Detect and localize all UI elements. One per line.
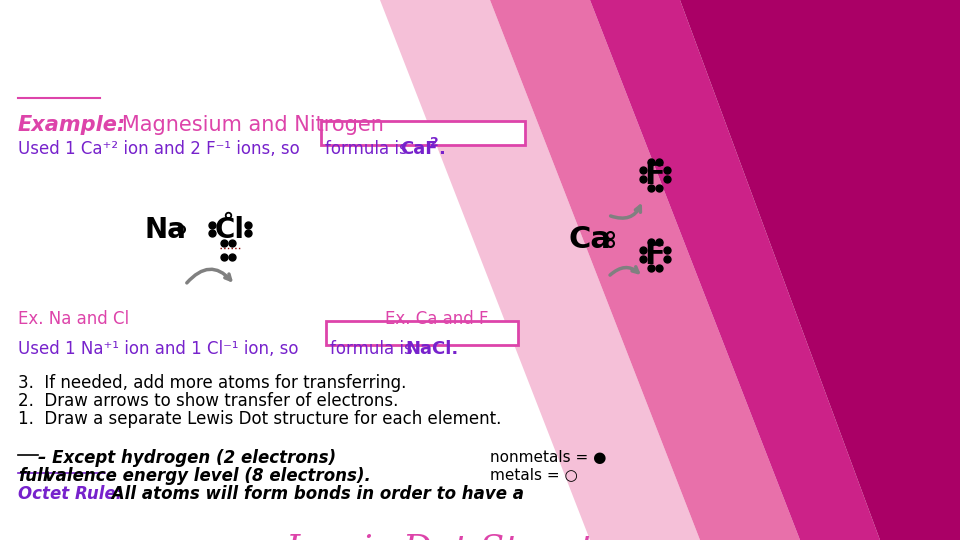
Polygon shape [680, 0, 960, 540]
Text: Ex. Na and Cl: Ex. Na and Cl [18, 310, 130, 328]
Text: Ex. Ca and F: Ex. Ca and F [385, 310, 489, 328]
Text: F: F [644, 160, 665, 190]
Text: 2: 2 [430, 136, 439, 149]
Polygon shape [490, 0, 800, 540]
Text: Lewis Dot Structures: Lewis Dot Structures [285, 532, 675, 540]
Text: Na: Na [144, 216, 186, 244]
Text: 3.  If needed, add more atoms for transferring.: 3. If needed, add more atoms for transfe… [18, 374, 406, 392]
Text: formula is: formula is [325, 140, 413, 158]
Text: metals = ○: metals = ○ [490, 467, 578, 482]
Text: Ca: Ca [568, 226, 612, 254]
Text: 1.  Draw a separate Lewis Dot structure for each element.: 1. Draw a separate Lewis Dot structure f… [18, 410, 501, 428]
Text: Magnesium and Nitrogen: Magnesium and Nitrogen [102, 115, 384, 135]
FancyBboxPatch shape [326, 321, 518, 345]
Text: 2.  Draw arrows to show transfer of electrons.: 2. Draw arrows to show transfer of elect… [18, 392, 398, 410]
Text: Used 1 Na⁺¹ ion and 1 Cl⁻¹ ion, so: Used 1 Na⁺¹ ion and 1 Cl⁻¹ ion, so [18, 340, 303, 358]
Text: formula is: formula is [330, 340, 418, 358]
Text: .: . [438, 140, 444, 158]
FancyBboxPatch shape [321, 121, 525, 145]
Text: valence energy level (8 electrons).: valence energy level (8 electrons). [39, 467, 371, 485]
Polygon shape [590, 0, 880, 540]
Text: – Except hydrogen (2 electrons): – Except hydrogen (2 electrons) [38, 449, 336, 467]
Text: Cl: Cl [215, 216, 245, 244]
Text: All atoms will form bonds in order to have a: All atoms will form bonds in order to ha… [106, 485, 524, 503]
Text: full: full [18, 467, 49, 485]
Text: Octet Rule:: Octet Rule: [18, 485, 122, 503]
Text: CaF: CaF [400, 140, 438, 158]
Polygon shape [380, 0, 700, 540]
Text: Used 1 Ca⁺² ion and 2 F⁻¹ ions, so: Used 1 Ca⁺² ion and 2 F⁻¹ ions, so [18, 140, 305, 158]
Text: Example:: Example: [18, 115, 127, 135]
Text: NaCl.: NaCl. [405, 340, 458, 358]
Text: nonmetals = ●: nonmetals = ● [490, 450, 607, 465]
Text: F: F [644, 240, 665, 269]
